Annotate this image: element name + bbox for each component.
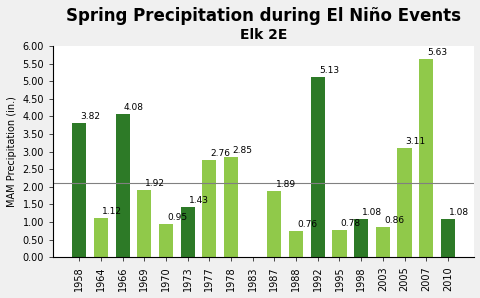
Bar (267, 191, 281, 257)
Bar (72, 123, 86, 257)
Text: 0.86: 0.86 (383, 216, 403, 225)
Bar (353, 219, 368, 257)
Title: Spring Precipitation during El Niño Events: Spring Precipitation during El Niño Even… (66, 7, 460, 25)
Text: 1.08: 1.08 (448, 209, 468, 218)
Bar (332, 230, 346, 257)
Text: 4.08: 4.08 (123, 103, 144, 112)
Bar (288, 231, 302, 257)
Text: 2.85: 2.85 (232, 146, 252, 155)
Bar (396, 148, 411, 257)
Bar (180, 207, 194, 257)
Bar (375, 227, 389, 257)
Text: 1.89: 1.89 (275, 180, 295, 189)
Text: 5.13: 5.13 (318, 66, 338, 75)
Y-axis label: MAM Precipitation (in.): MAM Precipitation (in.) (7, 96, 17, 207)
Bar (418, 59, 432, 257)
Text: 0.95: 0.95 (167, 213, 187, 222)
Bar (202, 160, 216, 257)
Text: 1.43: 1.43 (189, 196, 208, 205)
Text: 1.12: 1.12 (102, 207, 122, 216)
Text: 3.11: 3.11 (405, 137, 425, 146)
Text: 2.76: 2.76 (210, 149, 230, 158)
Bar (94, 218, 108, 257)
Bar (440, 219, 454, 257)
Bar (224, 157, 238, 257)
Bar (310, 77, 324, 257)
Bar (137, 190, 151, 257)
Text: Elk 2E: Elk 2E (240, 28, 287, 42)
Text: 5.63: 5.63 (426, 48, 446, 57)
Bar (159, 224, 173, 257)
Text: 1.92: 1.92 (145, 179, 165, 188)
Text: 1.08: 1.08 (361, 209, 382, 218)
Bar (115, 114, 130, 257)
Text: 3.82: 3.82 (80, 112, 100, 121)
Text: 0.76: 0.76 (297, 220, 317, 229)
Text: 0.78: 0.78 (340, 219, 360, 228)
